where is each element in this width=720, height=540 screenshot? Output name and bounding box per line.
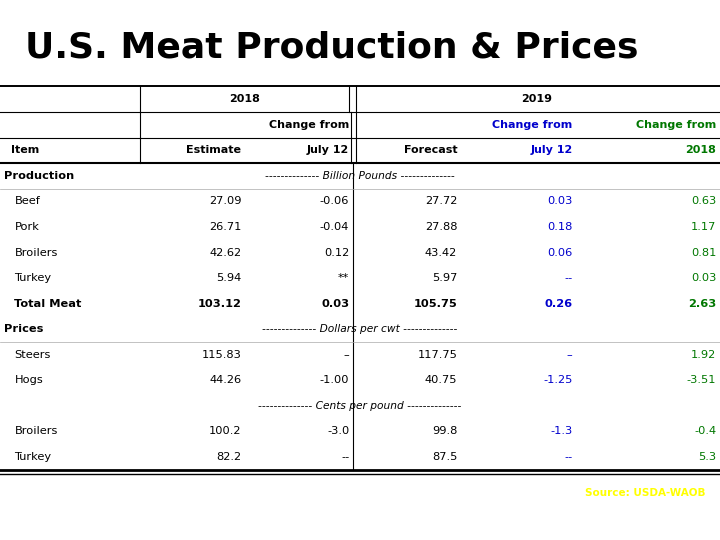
Text: Ag Decision Maker: Ag Decision Maker [561,514,706,528]
Text: 43.42: 43.42 [425,247,457,258]
Text: 1.17: 1.17 [691,222,716,232]
Text: 2018: 2018 [685,145,716,156]
Text: Forecast: Forecast [404,145,457,156]
Text: Item: Item [11,145,39,156]
Text: Change from: Change from [269,120,349,130]
Text: -1.00: -1.00 [320,375,349,386]
Text: 0.03: 0.03 [691,273,716,283]
Text: Turkey: Turkey [14,273,52,283]
Text: 0.03: 0.03 [547,197,572,206]
Text: 0.12: 0.12 [324,247,349,258]
Text: -0.06: -0.06 [320,197,349,206]
Text: Broilers: Broilers [14,247,58,258]
Text: -3.0: -3.0 [327,427,349,436]
Text: 100.2: 100.2 [209,427,241,436]
Text: Total Meat: Total Meat [14,299,82,309]
Text: 44.26: 44.26 [209,375,241,386]
Text: Extension and Outreach/Department of Economics: Extension and Outreach/Department of Eco… [14,517,243,525]
Text: 0.03: 0.03 [321,299,349,309]
Text: -3.51: -3.51 [687,375,716,386]
Text: Prices: Prices [4,324,43,334]
Text: Change from: Change from [492,120,572,130]
Text: 27.09: 27.09 [209,197,241,206]
Text: -1.25: -1.25 [543,375,572,386]
Text: **: ** [338,273,349,283]
Text: 87.5: 87.5 [432,452,457,462]
Text: Steers: Steers [14,350,51,360]
Text: Turkey: Turkey [14,452,52,462]
Text: --: -- [564,452,572,462]
Text: 0.06: 0.06 [547,247,572,258]
Text: 42.62: 42.62 [209,247,241,258]
Text: -------------- Dollars per cwt --------------: -------------- Dollars per cwt ---------… [262,324,458,334]
Text: Change from: Change from [636,120,716,130]
Text: 103.12: 103.12 [197,299,241,309]
Text: Production: Production [4,171,74,181]
Text: -0.4: -0.4 [694,427,716,436]
Text: -0.04: -0.04 [320,222,349,232]
Text: 27.88: 27.88 [425,222,457,232]
Text: U.S. Meat Production & Prices: U.S. Meat Production & Prices [25,30,639,64]
Text: 0.81: 0.81 [691,247,716,258]
Text: 105.75: 105.75 [413,299,457,309]
Text: -------------- Cents per pound --------------: -------------- Cents per pound ---------… [258,401,462,411]
Text: IOWA STATE UNIVERSITY: IOWA STATE UNIVERSITY [14,486,239,500]
Text: July 12: July 12 [530,145,572,156]
Text: 5.94: 5.94 [216,273,241,283]
Text: Broilers: Broilers [14,427,58,436]
Text: -------------- Billion Pounds --------------: -------------- Billion Pounds ----------… [265,171,455,181]
Text: 0.18: 0.18 [547,222,572,232]
Text: 26.71: 26.71 [209,222,241,232]
Text: 0.63: 0.63 [691,197,716,206]
Text: 2019: 2019 [521,94,552,104]
Text: Pork: Pork [14,222,40,232]
Text: 0.26: 0.26 [544,299,572,309]
Text: --: -- [341,452,349,462]
Text: 99.8: 99.8 [432,427,457,436]
Text: 5.97: 5.97 [432,273,457,283]
Text: Beef: Beef [14,197,40,206]
Text: 40.75: 40.75 [425,375,457,386]
Text: –: – [343,350,349,360]
Text: 117.75: 117.75 [418,350,457,360]
Text: 2.63: 2.63 [688,299,716,309]
Text: 2018: 2018 [230,94,260,104]
Text: 27.72: 27.72 [425,197,457,206]
Text: 1.92: 1.92 [691,350,716,360]
Text: Hogs: Hogs [14,375,43,386]
Text: 115.83: 115.83 [202,350,241,360]
Text: July 12: July 12 [307,145,349,156]
Text: –: – [567,350,572,360]
Text: 82.2: 82.2 [216,452,241,462]
Text: -1.3: -1.3 [550,427,572,436]
Text: Estimate: Estimate [186,145,241,156]
Text: Source: USDA-WAOB: Source: USDA-WAOB [585,488,706,498]
Text: --: -- [564,273,572,283]
Text: 5.3: 5.3 [698,452,716,462]
